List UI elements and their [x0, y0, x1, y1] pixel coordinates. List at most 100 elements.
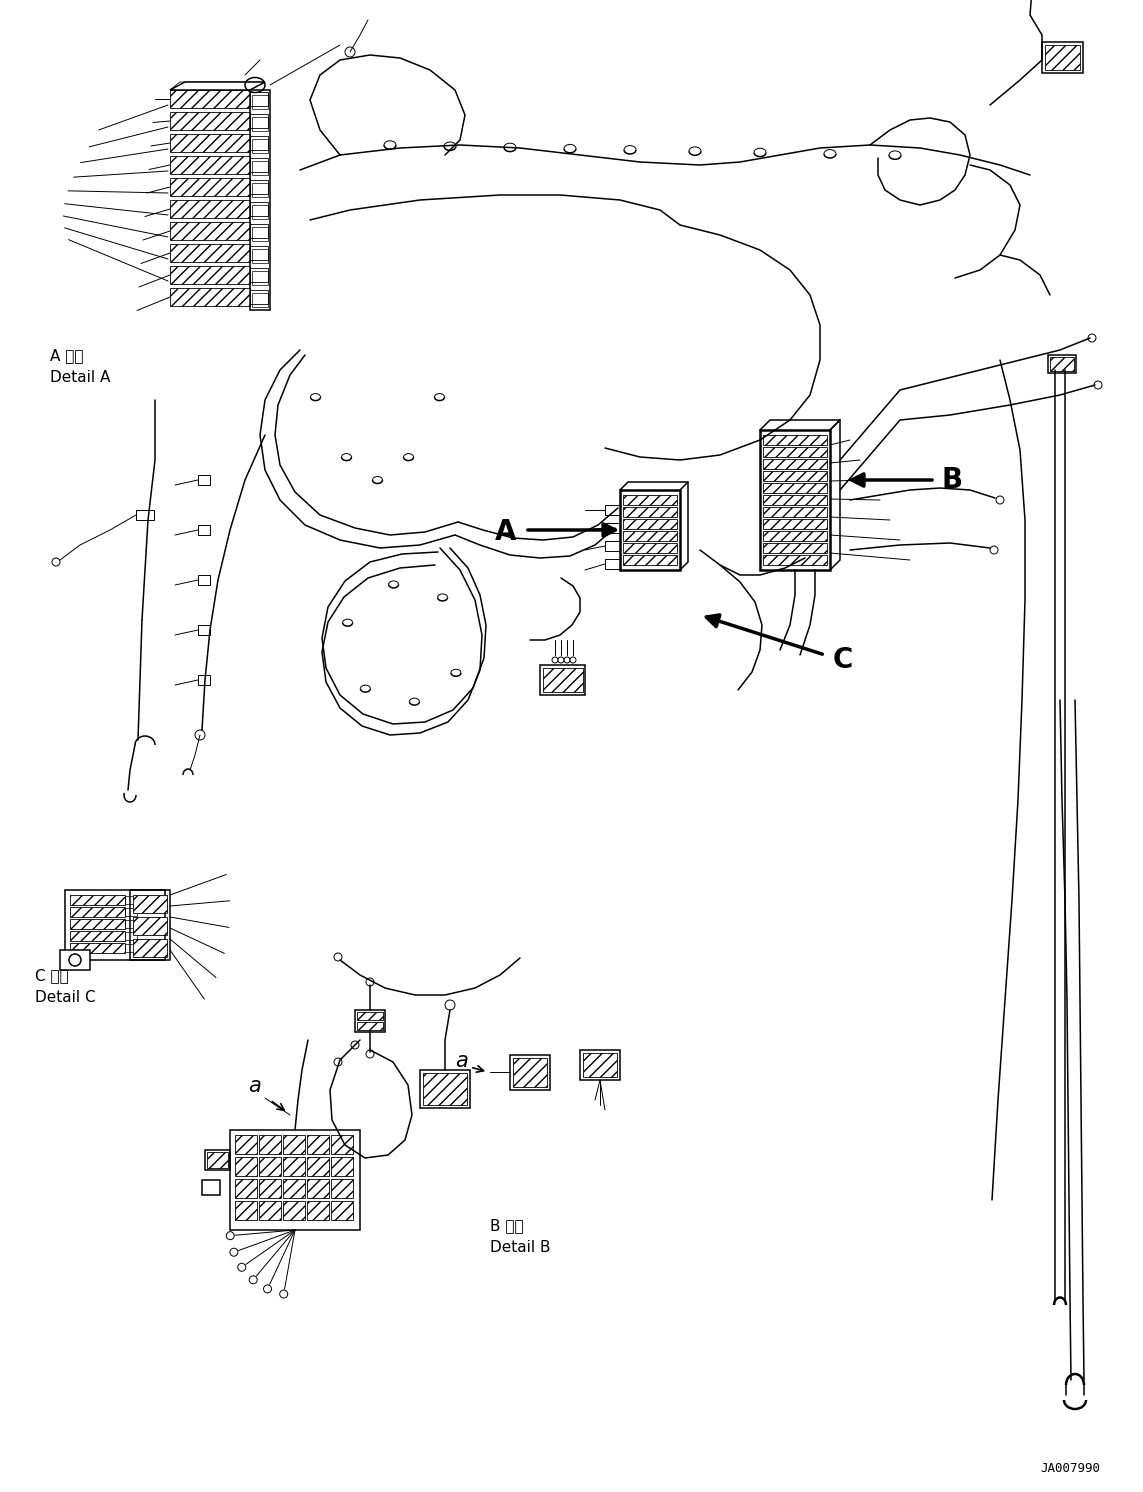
- Bar: [331, 1201, 353, 1220]
- Bar: [1050, 357, 1074, 372]
- Circle shape: [552, 656, 558, 662]
- Bar: [623, 531, 677, 542]
- Bar: [251, 204, 267, 219]
- Bar: [259, 1135, 281, 1153]
- Bar: [250, 289, 267, 304]
- Text: A: A: [495, 518, 517, 546]
- Bar: [1048, 355, 1076, 373]
- Bar: [250, 269, 267, 282]
- Bar: [583, 1053, 617, 1077]
- Bar: [251, 227, 267, 242]
- Bar: [283, 1179, 305, 1198]
- Bar: [355, 1010, 385, 1032]
- Bar: [331, 1179, 353, 1198]
- Bar: [207, 1152, 227, 1168]
- Bar: [133, 918, 167, 935]
- Bar: [251, 249, 267, 263]
- Bar: [251, 184, 267, 197]
- Bar: [419, 1070, 470, 1109]
- Text: B: B: [942, 466, 964, 494]
- Bar: [170, 178, 250, 195]
- Bar: [250, 181, 267, 194]
- Circle shape: [558, 656, 563, 662]
- Circle shape: [366, 977, 374, 986]
- Bar: [250, 201, 267, 216]
- Bar: [764, 483, 828, 492]
- Bar: [513, 1058, 547, 1088]
- Bar: [259, 1201, 281, 1220]
- Bar: [620, 489, 680, 570]
- Bar: [605, 542, 620, 551]
- Bar: [251, 272, 267, 285]
- Circle shape: [351, 1041, 359, 1049]
- Text: Detail A: Detail A: [50, 370, 111, 385]
- Circle shape: [334, 1058, 342, 1065]
- Circle shape: [249, 1276, 257, 1283]
- Circle shape: [1094, 380, 1102, 389]
- Text: Detail B: Detail B: [490, 1240, 551, 1255]
- Bar: [423, 1073, 467, 1106]
- Bar: [357, 1012, 383, 1021]
- Circle shape: [990, 546, 998, 554]
- Text: JA007990: JA007990: [1040, 1462, 1100, 1476]
- Bar: [136, 510, 154, 521]
- Circle shape: [366, 1050, 374, 1058]
- Bar: [235, 1156, 257, 1176]
- Text: Detail C: Detail C: [35, 991, 96, 1006]
- Bar: [125, 932, 137, 940]
- Circle shape: [264, 1285, 272, 1294]
- Bar: [623, 519, 677, 530]
- Bar: [205, 1150, 230, 1170]
- Circle shape: [334, 953, 342, 961]
- Bar: [764, 507, 828, 518]
- Bar: [250, 90, 270, 310]
- Bar: [251, 116, 267, 131]
- Bar: [760, 430, 830, 570]
- Circle shape: [195, 730, 205, 740]
- Bar: [605, 524, 620, 533]
- Bar: [198, 674, 210, 685]
- Bar: [764, 555, 828, 565]
- Circle shape: [230, 1249, 238, 1256]
- Bar: [170, 266, 250, 283]
- Bar: [357, 1022, 383, 1029]
- Text: A 詳細: A 詳細: [50, 348, 83, 363]
- Bar: [283, 1201, 305, 1220]
- Bar: [510, 1055, 550, 1091]
- Bar: [764, 495, 828, 504]
- Bar: [251, 161, 267, 175]
- Bar: [623, 495, 677, 504]
- Bar: [283, 1156, 305, 1176]
- Bar: [70, 907, 125, 918]
- Bar: [259, 1156, 281, 1176]
- Bar: [764, 543, 828, 554]
- Bar: [331, 1156, 353, 1176]
- Text: C 詳細: C 詳細: [35, 968, 69, 983]
- Bar: [70, 943, 125, 953]
- Bar: [235, 1135, 257, 1153]
- Bar: [307, 1179, 329, 1198]
- Circle shape: [345, 48, 355, 57]
- Bar: [125, 897, 137, 904]
- Bar: [543, 668, 583, 692]
- Bar: [764, 519, 828, 530]
- Bar: [259, 1179, 281, 1198]
- Bar: [202, 1180, 219, 1195]
- Bar: [250, 113, 267, 128]
- Text: a: a: [455, 1050, 467, 1071]
- Bar: [764, 448, 828, 457]
- Bar: [125, 921, 137, 928]
- Circle shape: [280, 1291, 288, 1298]
- Bar: [307, 1156, 329, 1176]
- Circle shape: [226, 1232, 234, 1240]
- Bar: [170, 157, 250, 175]
- Bar: [125, 909, 137, 916]
- Circle shape: [996, 495, 1004, 504]
- Bar: [1042, 42, 1084, 73]
- Bar: [70, 931, 125, 941]
- Bar: [65, 891, 165, 959]
- Text: B 詳細: B 詳細: [490, 1217, 523, 1232]
- Bar: [198, 625, 210, 636]
- Bar: [70, 895, 125, 906]
- Polygon shape: [170, 82, 259, 90]
